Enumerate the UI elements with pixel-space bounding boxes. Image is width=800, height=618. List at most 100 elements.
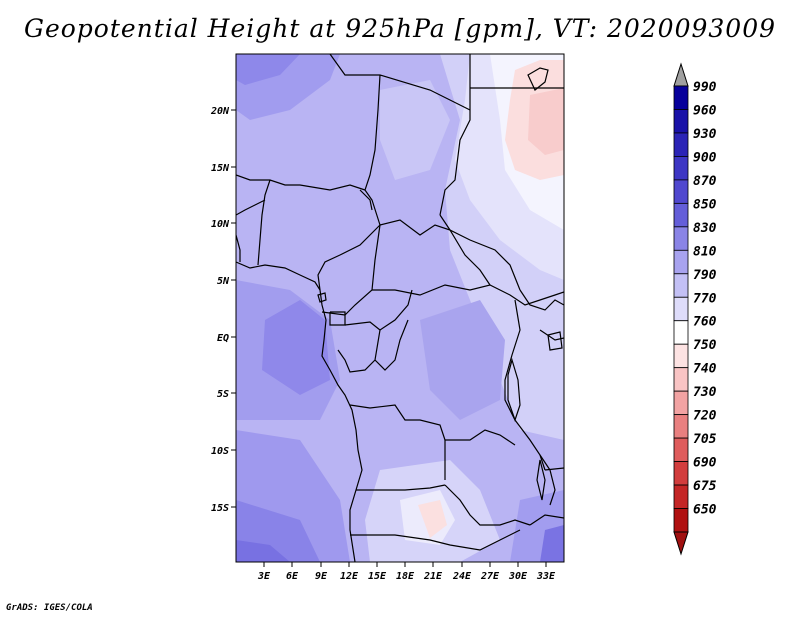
field-dark-southeast xyxy=(540,525,564,562)
nile-delta-coast xyxy=(527,67,549,91)
border-togo xyxy=(236,234,241,262)
colorbar-label: 690 xyxy=(693,456,717,471)
lat-ticks xyxy=(231,109,236,508)
lon-label: 24E xyxy=(452,571,472,582)
colorbar-label: 705 xyxy=(693,432,717,447)
border-congo-drc xyxy=(379,289,413,331)
colorbar-swatch xyxy=(673,343,689,369)
colorbar-swatch xyxy=(673,85,689,110)
lat-label: 15N xyxy=(211,163,230,174)
colorbar-label: 930 xyxy=(693,127,717,142)
lon-label: 18E xyxy=(396,571,415,582)
field-darkest-southwest xyxy=(236,540,290,562)
colorbar-label: 790 xyxy=(693,268,717,283)
border-benin xyxy=(257,179,271,266)
lat-label: 5S xyxy=(217,389,229,400)
lon-label: 15E xyxy=(368,571,387,582)
lake-chad xyxy=(359,189,373,211)
colorbar-swatch xyxy=(673,132,689,157)
colorbar-swatch xyxy=(673,249,689,275)
lat-label: EQ xyxy=(217,333,229,344)
border-cameroon-car xyxy=(321,224,381,316)
colorbar-label: 750 xyxy=(693,338,717,353)
lon-labels: 3E 6E 9E 12E 15E 18E 21E 24E 27E 30E 33E xyxy=(257,571,556,582)
lake-victoria xyxy=(547,331,563,351)
plot-title: Geopotential Height at 925hPa [gpm], VT:… xyxy=(23,14,777,43)
atlantic-coastline xyxy=(236,261,363,562)
border-nigeria-cameroon xyxy=(317,224,381,291)
border-namibia-botswana xyxy=(350,529,521,551)
lat-label: 5N xyxy=(217,276,230,287)
colorbar-label: 720 xyxy=(693,409,717,424)
lon-label: 21E xyxy=(423,571,443,582)
lake-tanganyika xyxy=(507,357,521,422)
colorbar-bottom-arrow xyxy=(673,531,689,556)
lon-label: 12E xyxy=(340,571,359,582)
lon-label: 27E xyxy=(480,571,500,582)
border-zambia-south xyxy=(444,484,531,526)
border-niger-chad xyxy=(364,74,381,226)
colorbar-label: 760 xyxy=(693,315,717,330)
lakes xyxy=(317,67,563,501)
colorbar-label: 990 xyxy=(693,80,717,95)
border-angola-namibia xyxy=(356,484,446,491)
lon-ticks xyxy=(263,562,547,567)
colorbar-swatch xyxy=(673,226,689,251)
colorbar-swatch xyxy=(673,484,689,509)
colorbar-swatch xyxy=(673,179,689,204)
colorbar-label: 770 xyxy=(693,291,717,306)
lon-label: 9E xyxy=(315,571,328,582)
colorbar-top-arrow xyxy=(673,62,689,87)
field-light-center-north xyxy=(380,80,450,180)
colorbar-swatch xyxy=(673,109,689,134)
colorbar-label: 960 xyxy=(693,103,717,118)
lon-label: 33E xyxy=(536,571,556,582)
lake-malawi xyxy=(536,459,546,501)
lon-label: 30E xyxy=(508,571,528,582)
colorbar: 990 960 930 900 870 850 830 810 790 770 760 750 740 7… xyxy=(673,62,717,556)
colorbar-swatch xyxy=(673,461,689,486)
colorbar-swatch xyxy=(673,273,689,298)
lat-label: 15S xyxy=(211,503,229,514)
lat-label: 10S xyxy=(211,446,229,457)
colorbar-swatch xyxy=(673,296,689,322)
border-chad-car xyxy=(379,219,491,286)
border-burkina xyxy=(236,199,266,216)
border-drc-east xyxy=(504,299,546,471)
border-gabon xyxy=(337,321,381,373)
colorbar-swatch xyxy=(673,390,689,416)
colorbar-swatch xyxy=(673,414,689,439)
colorbar-swatch xyxy=(673,367,689,392)
field-dark-northwest xyxy=(236,54,300,85)
colorbar-label: 650 xyxy=(693,503,717,518)
field-pink-core xyxy=(528,88,564,155)
border-malawi xyxy=(539,454,556,506)
border-sudan-ssudan xyxy=(439,214,521,291)
border-tanzania xyxy=(544,467,564,471)
height-field xyxy=(236,54,564,562)
colorbar-label: 810 xyxy=(693,244,717,259)
border-uganda-kenya xyxy=(519,289,564,311)
field-pink-south xyxy=(418,500,447,538)
map-frame xyxy=(235,53,565,563)
borders xyxy=(236,54,564,562)
border-niger-nigeria xyxy=(236,174,366,191)
lon-label: 3E xyxy=(257,571,271,582)
lat-label: 10N xyxy=(211,219,230,230)
colorbar-swatch xyxy=(673,202,689,228)
field-congo-basin xyxy=(420,300,505,420)
colorbar-label: 830 xyxy=(693,221,717,236)
footer-credit: GrADS: IGES/COLA xyxy=(6,603,93,613)
colorbar-swatch xyxy=(673,156,689,181)
colorbar-label: 850 xyxy=(693,197,717,212)
colorbar-label: 740 xyxy=(693,362,717,377)
border-drc-angola xyxy=(349,404,516,446)
lat-labels: 20N 15N 10N 5N EQ 5S 10S 15S xyxy=(210,106,230,514)
colorbar-label: 870 xyxy=(693,174,717,189)
lat-label: 20N xyxy=(210,106,230,117)
lon-label: 6E xyxy=(286,571,299,582)
bioko-island xyxy=(317,292,327,303)
colorbar-label: 675 xyxy=(693,479,717,494)
border-chad-sudan xyxy=(439,54,471,216)
